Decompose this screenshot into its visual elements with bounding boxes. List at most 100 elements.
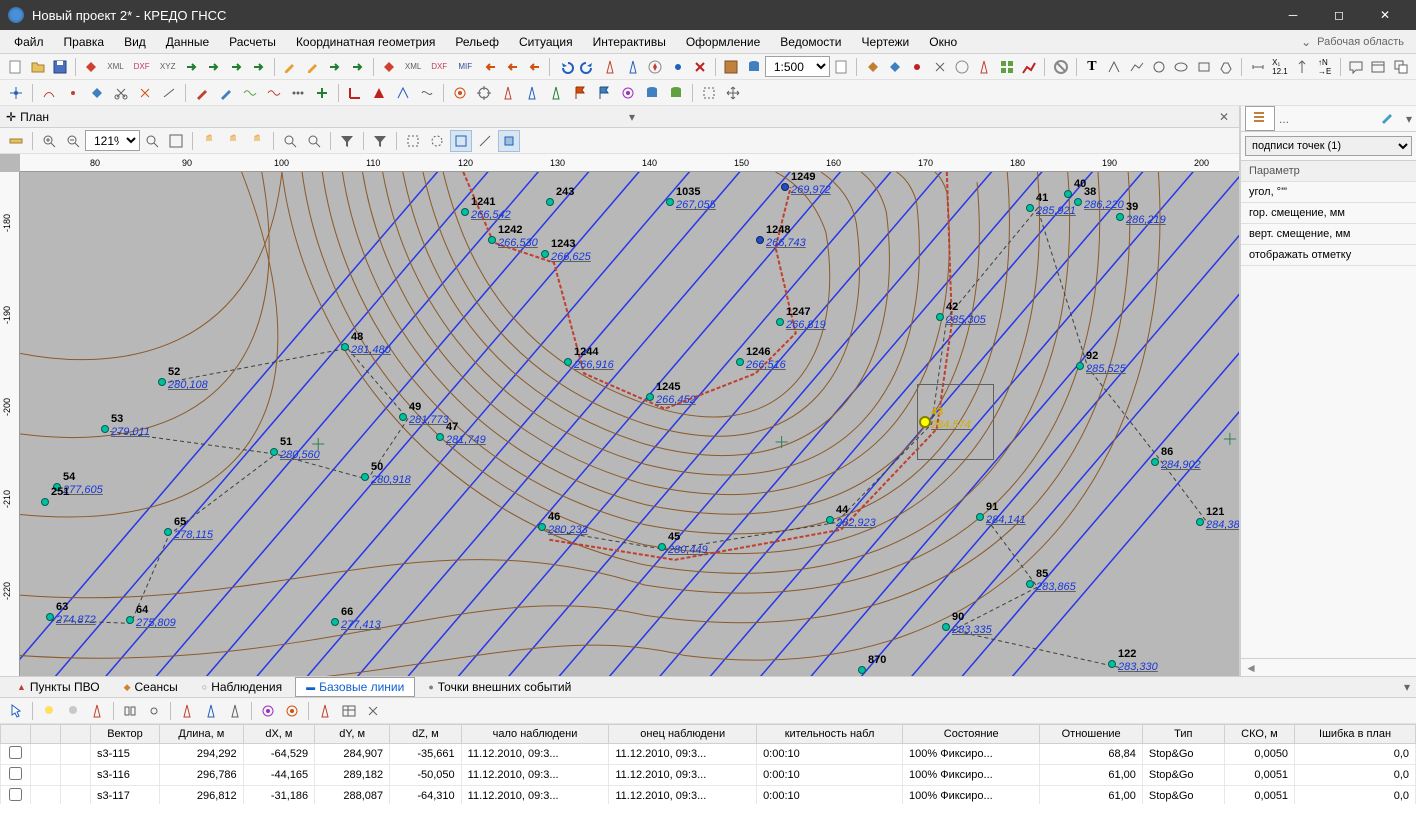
arrow-right-green-icon[interactable] xyxy=(227,56,247,78)
zoom-icon[interactable] xyxy=(141,130,163,152)
chevron-down-icon[interactable]: ⌄ xyxy=(1295,35,1317,49)
grid-icon[interactable] xyxy=(721,56,741,78)
col-header[interactable]: Ішибка в план xyxy=(1295,725,1416,744)
zoom-combo[interactable]: 121% xyxy=(85,130,140,151)
circle-dot-icon[interactable] xyxy=(257,700,279,722)
compare-icon[interactable] xyxy=(119,700,141,722)
col-header[interactable]: СКО, м xyxy=(1224,725,1294,744)
col-header[interactable]: dX, м xyxy=(243,725,315,744)
col-header[interactable] xyxy=(1,725,31,744)
edit-icon[interactable] xyxy=(303,56,323,78)
move-icon[interactable] xyxy=(722,82,744,104)
cut-icon[interactable] xyxy=(110,82,132,104)
tab-brush-icon[interactable] xyxy=(1372,106,1402,131)
zoom-icon[interactable] xyxy=(303,130,325,152)
hand-icon[interactable] xyxy=(222,130,244,152)
menu-Координатная геометрия[interactable]: Координатная геометрия xyxy=(286,32,445,52)
arrows-icon[interactable] xyxy=(930,56,950,78)
col-header[interactable]: Тип xyxy=(1142,725,1224,744)
cursor-icon[interactable] xyxy=(5,700,27,722)
line-icon[interactable] xyxy=(158,82,180,104)
sat-icon[interactable] xyxy=(86,82,108,104)
db-green-icon[interactable] xyxy=(665,82,687,104)
save-icon[interactable] xyxy=(50,56,70,78)
rect-icon[interactable] xyxy=(1194,56,1214,78)
polygon-icon[interactable] xyxy=(1216,56,1236,78)
menu-Чертежи[interactable]: Чертежи xyxy=(852,32,920,52)
arrow-left-orange-icon[interactable] xyxy=(502,56,522,78)
crosshair-icon[interactable] xyxy=(473,82,495,104)
draw-icon[interactable] xyxy=(38,82,60,104)
arrow-left-orange-icon[interactable] xyxy=(479,56,499,78)
menu-Оформление[interactable]: Оформление xyxy=(676,32,770,52)
tab-list-icon[interactable] xyxy=(1245,106,1275,131)
col-header[interactable]: Состояние xyxy=(903,725,1040,744)
tower-icon[interactable] xyxy=(623,56,643,78)
dim-z-icon[interactable] xyxy=(1292,56,1312,78)
satellite-icon[interactable] xyxy=(862,56,882,78)
tab-Наблюдения[interactable]: ○Наблюдения xyxy=(191,677,293,697)
point-icon[interactable] xyxy=(62,82,84,104)
bulb-on-icon[interactable] xyxy=(38,700,60,722)
xyz-icon[interactable]: XYZ xyxy=(156,56,180,78)
row-checkbox[interactable] xyxy=(9,767,22,780)
row-checkbox[interactable] xyxy=(9,746,22,759)
menu-Файл[interactable]: Файл xyxy=(4,32,54,52)
compass-icon[interactable] xyxy=(645,56,665,78)
brush-icon[interactable] xyxy=(215,82,237,104)
snap-icon[interactable] xyxy=(450,130,472,152)
hand-icon[interactable] xyxy=(246,130,268,152)
col-header[interactable]: dY, м xyxy=(315,725,390,744)
zoom-fit-icon[interactable] xyxy=(165,130,187,152)
menu-Вид[interactable]: Вид xyxy=(114,32,156,52)
crosshair-icon[interactable] xyxy=(5,82,27,104)
point-icon[interactable] xyxy=(667,56,687,78)
arrow-right-green-icon[interactable] xyxy=(249,56,269,78)
scroll-left-icon[interactable]: ◄ xyxy=(1245,661,1257,675)
satellite-icon[interactable] xyxy=(81,56,101,78)
sidepanel-row[interactable]: гор. смещение, мм xyxy=(1241,203,1416,224)
tools-icon[interactable] xyxy=(362,700,384,722)
row-checkbox[interactable] xyxy=(9,788,22,801)
blank-icon[interactable] xyxy=(831,56,851,78)
dim-xy-icon[interactable]: X₁12.1 xyxy=(1270,56,1290,78)
dots-icon[interactable] xyxy=(287,82,309,104)
bulb-off-icon[interactable] xyxy=(62,700,84,722)
flag-icon[interactable] xyxy=(593,82,615,104)
brush-icon[interactable] xyxy=(191,82,213,104)
col-header[interactable]: Длина, м xyxy=(159,725,243,744)
pin-icon[interactable]: ▾ xyxy=(625,110,639,124)
col-header[interactable]: чало наблюдени xyxy=(461,725,609,744)
menu-Ведомости[interactable]: Ведомости xyxy=(770,32,851,52)
chat-icon[interactable] xyxy=(1346,56,1366,78)
tower-icon[interactable] xyxy=(600,56,620,78)
minimize-button[interactable]: ─ xyxy=(1270,0,1316,30)
close-button[interactable]: ✕ xyxy=(1362,0,1408,30)
menu-Расчеты[interactable]: Расчеты xyxy=(219,32,286,52)
redo-icon[interactable] xyxy=(578,56,598,78)
plus-icon[interactable] xyxy=(311,82,333,104)
menu-Окно[interactable]: Окно xyxy=(919,32,967,52)
plan-canvas[interactable]: 8090100110120130140150160170180190200 -1… xyxy=(0,154,1239,676)
xml-icon[interactable]: XML xyxy=(103,56,127,78)
undo-icon[interactable] xyxy=(555,56,575,78)
tower-icon[interactable] xyxy=(974,56,994,78)
tab-Пункты ПВО[interactable]: ▲Пункты ПВО xyxy=(6,677,111,697)
col-header[interactable] xyxy=(61,725,91,744)
table-row[interactable]: s3-117296,812-31,186288,087-64,31011.12.… xyxy=(1,786,1416,805)
select-rect-icon[interactable] xyxy=(402,130,424,152)
wave-icon[interactable] xyxy=(263,82,285,104)
filter-icon[interactable] xyxy=(336,130,358,152)
arrow-left-orange-icon[interactable] xyxy=(524,56,544,78)
table-icon[interactable] xyxy=(338,700,360,722)
satellite-icon[interactable] xyxy=(379,56,399,78)
zoom-out-icon[interactable] xyxy=(62,130,84,152)
scissors-icon[interactable] xyxy=(134,82,156,104)
compass-icon[interactable] xyxy=(952,56,972,78)
dxf-icon[interactable]: DXF xyxy=(427,56,451,78)
tab-Точки внешних событий[interactable]: ●Точки внешних событий xyxy=(417,677,582,697)
col-header[interactable]: dZ, м xyxy=(390,725,462,744)
tower-icon[interactable] xyxy=(521,82,543,104)
sidepanel-row[interactable]: угол, °'" xyxy=(1241,182,1416,203)
grid-squares-icon[interactable] xyxy=(997,56,1017,78)
